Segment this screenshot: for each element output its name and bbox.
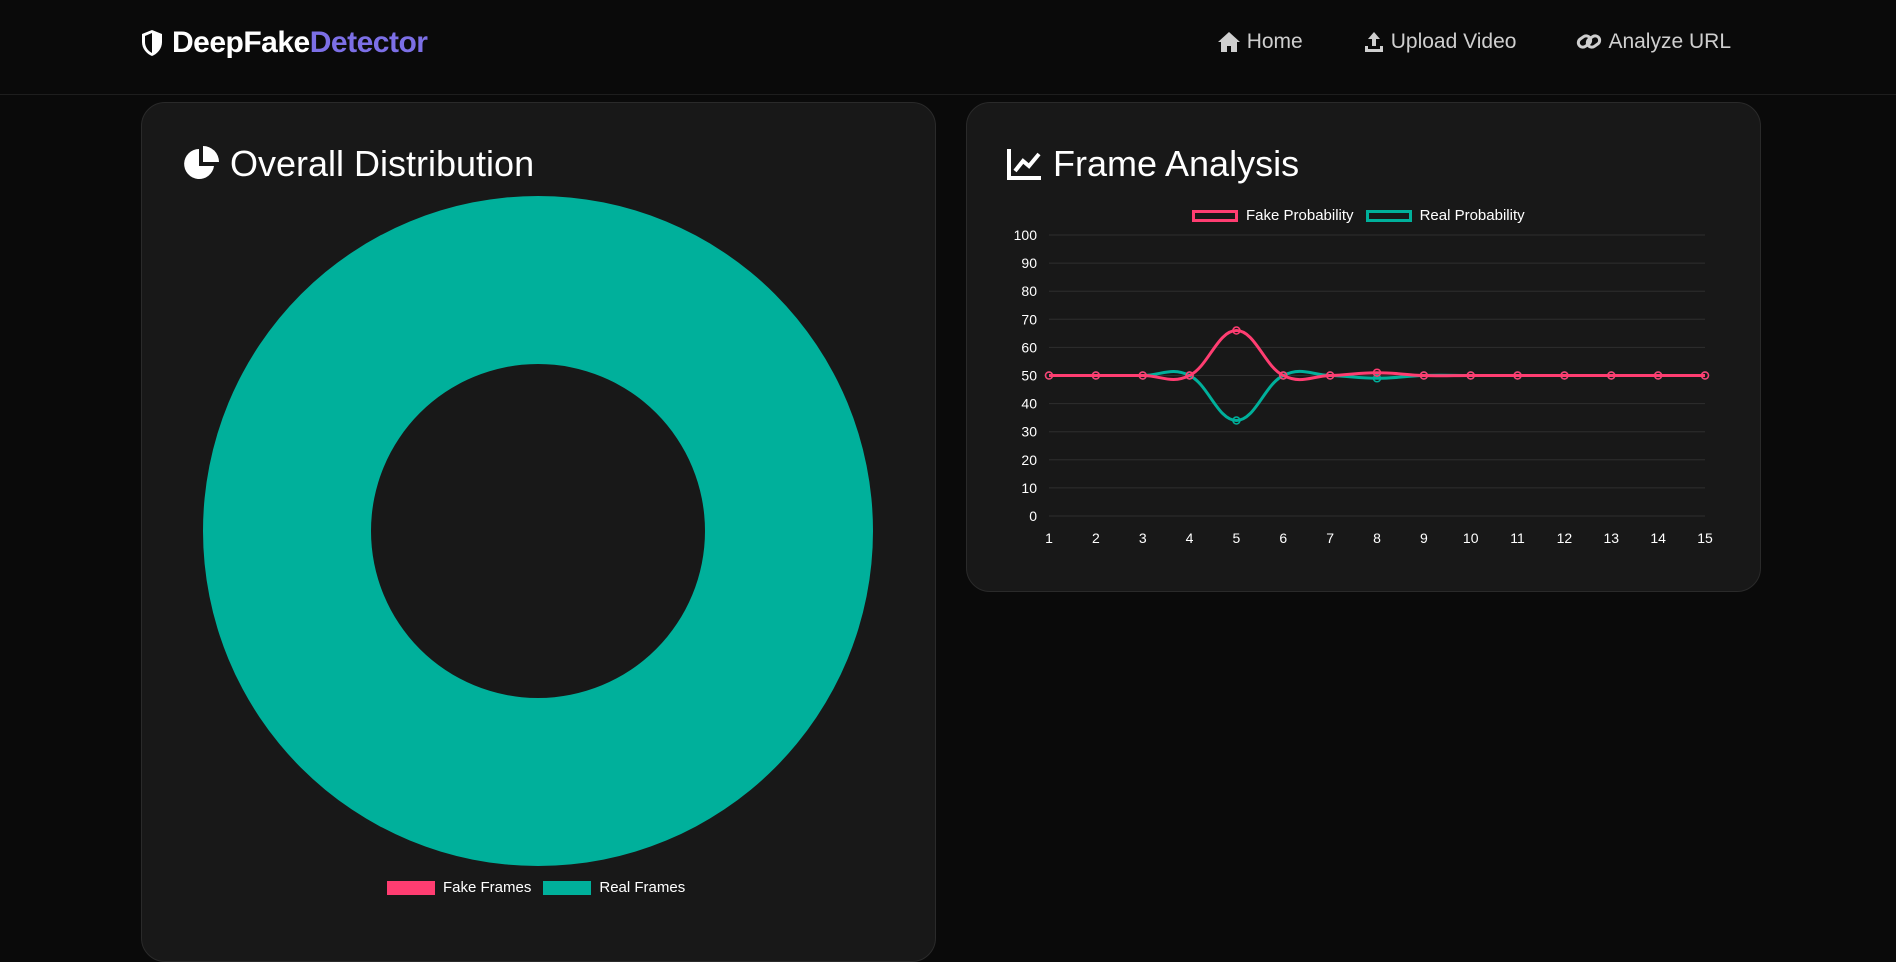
data-point-fake-probability[interactable] [1138,371,1147,380]
y-tick-label: 30 [1021,424,1037,440]
data-point-fake-probability[interactable] [1419,371,1429,380]
navbar: DeepFake Detector Home Upload Video Analy… [0,0,1896,95]
x-tick-label: 12 [1557,530,1573,546]
x-tick-label: 4 [1186,530,1194,546]
y-tick-label: 40 [1021,396,1037,412]
y-tick-label: 10 [1021,480,1037,496]
series-line-real-probability [1048,369,1705,422]
y-tick-label: 80 [1021,283,1037,299]
y-tick-label: 60 [1021,339,1037,355]
legend-item-fake-probability[interactable]: Fake Probability [1192,207,1354,224]
legend-item-real-frames[interactable]: Real Frames [543,879,685,896]
data-point-fake-probability[interactable] [1325,371,1335,380]
y-tick-label: 100 [1014,227,1038,243]
legend-swatch [1192,209,1238,222]
data-point-fake-probability[interactable] [1279,371,1288,380]
distribution-title-text: Overall Distribution [230,143,535,184]
x-tick-label: 14 [1650,530,1666,546]
x-tick-label: 8 [1373,530,1381,546]
data-point-fake-probability[interactable] [1607,371,1616,380]
pie-chart-icon [184,146,219,179]
frame-analysis-title-text: Frame Analysis [1053,143,1300,184]
legend-swatch [543,880,592,895]
nav-upload-label: Upload Video [1390,30,1517,53]
y-tick-label: 50 [1021,368,1037,384]
brand-logo[interactable]: DeepFake Detector [140,26,428,60]
data-point-fake-probability[interactable] [1372,368,1382,377]
brand-name-part2: Detector [309,26,428,59]
distribution-card: Overall Distribution Fake Frames Real Fra… [141,102,936,962]
x-tick-label: 3 [1139,530,1147,546]
x-tick-label: 11 [1510,530,1525,546]
nav-analyze-url[interactable]: Analyze URL [1576,30,1731,54]
frame-analysis-title: Frame Analysis [1007,143,1299,185]
link-icon [1577,34,1602,49]
frame-analysis-card: Frame Analysis Fake Probability Real Prob… [966,102,1761,592]
data-point-fake-probability[interactable] [1185,371,1194,380]
x-tick-label: 15 [1697,530,1713,546]
x-tick-label: 6 [1279,530,1287,546]
x-tick-label: 2 [1092,530,1100,546]
y-tick-label: 70 [1021,311,1037,327]
legend-label: Real Frames [599,879,686,896]
x-tick-label: 5 [1233,530,1241,546]
x-tick-label: 10 [1463,530,1479,546]
legend-label: Fake Probability [1246,207,1354,224]
data-point-fake-probability[interactable] [1044,371,1054,380]
y-tick-label: 0 [1029,508,1037,524]
legend-swatch [387,880,435,895]
donut-slice-real-frames[interactable] [203,196,873,866]
legend-label: Fake Frames [443,879,532,896]
legend-item-fake-frames[interactable]: Fake Frames [387,879,531,896]
nav-links: Home Upload Video Analyze URL [1157,30,1731,54]
data-point-fake-probability[interactable] [1466,371,1475,380]
line-chart-icon [1007,149,1041,180]
line-legend: Fake Probability Real Probability [1192,207,1537,224]
x-tick-label: 9 [1420,530,1428,546]
data-point-fake-probability[interactable] [1700,371,1710,380]
x-tick-label: 7 [1326,530,1334,546]
data-point-fake-probability[interactable] [1232,326,1241,335]
data-point-fake-probability[interactable] [1513,371,1522,380]
donut-chart [203,196,873,866]
upload-icon [1364,32,1383,52]
x-tick-label: 13 [1603,530,1619,546]
data-point-fake-probability[interactable] [1653,371,1663,380]
y-tick-label: 90 [1021,255,1037,271]
distribution-title: Overall Distribution [182,143,534,185]
x-tick-label: 1 [1045,530,1053,546]
data-point-fake-probability[interactable] [1560,371,1569,380]
series-line-fake-probability [1048,329,1705,382]
y-tick-label: 20 [1021,452,1037,468]
data-point-real-probability[interactable] [1372,374,1382,383]
shield-icon [142,30,162,56]
brand-name-part1: DeepFake [172,26,310,59]
legend-label: Real Probability [1419,207,1525,224]
legend-item-real-probability[interactable]: Real Probability [1365,207,1525,224]
nav-home-label: Home [1246,30,1303,53]
legend-swatch [1365,209,1412,222]
nav-home[interactable]: Home [1217,30,1303,54]
home-icon [1217,32,1240,52]
nav-upload-video[interactable]: Upload Video [1363,30,1517,54]
data-point-real-probability[interactable] [1232,416,1241,425]
donut-legend: Fake Frames Real Frames [387,879,697,896]
nav-analyze-label: Analyze URL [1608,30,1731,53]
data-point-fake-probability[interactable] [1091,371,1101,380]
